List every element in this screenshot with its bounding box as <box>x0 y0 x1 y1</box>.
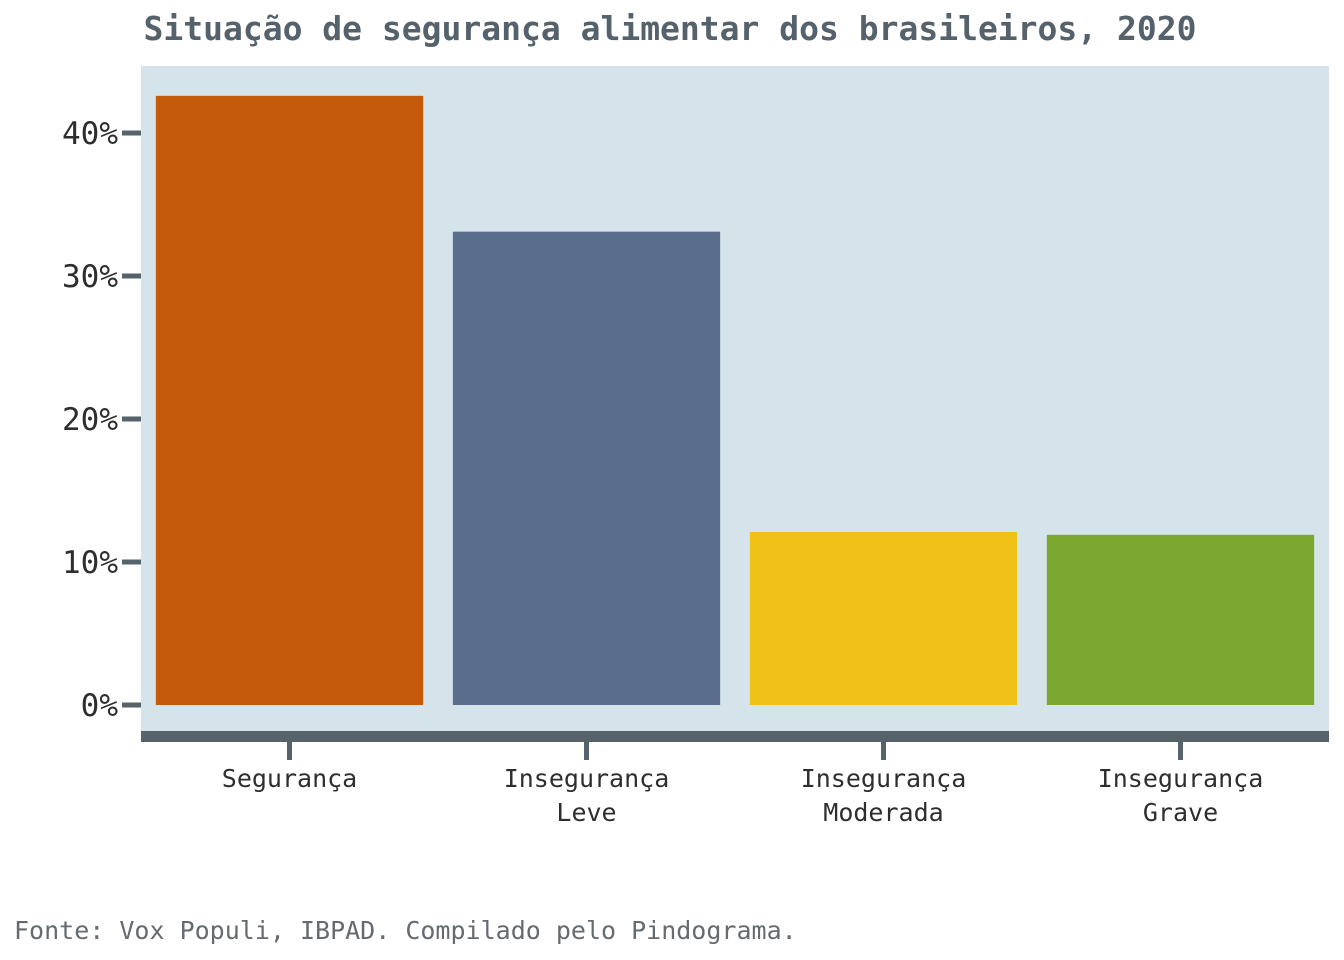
y-axis: 0% 10% 20% 30% 40% <box>62 116 141 724</box>
x-tick-label-1-line-0: Insegurança <box>504 764 670 793</box>
bar-3 <box>1046 534 1315 705</box>
y-tick-label-4: 40% <box>62 116 118 152</box>
x-tick-label-1-line-1: Leve <box>556 798 616 827</box>
bar-1 <box>452 231 721 706</box>
chart-title: Situação de segurança alimentar dos bras… <box>144 9 1197 48</box>
y-tick-label-2: 20% <box>62 402 118 438</box>
x-tick-label-2-line-1: Moderada <box>823 798 943 827</box>
y-tick-label-3: 30% <box>62 259 118 295</box>
y-tick-label-0: 0% <box>81 688 119 724</box>
x-axis-line <box>141 731 1329 742</box>
x-tick-label-3-line-0: Insegurança <box>1098 764 1264 793</box>
y-tick-label-1: 10% <box>62 545 118 581</box>
x-tick-label-3-line-1: Grave <box>1143 798 1218 827</box>
x-axis: Segurança Insegurança Leve Insegurança Moder… <box>141 731 1329 827</box>
bar-2 <box>749 531 1018 705</box>
bar-0 <box>155 95 424 705</box>
bars-group <box>155 95 1315 706</box>
source-note: Fonte: Vox Populi, IBPAD. Compilado pelo… <box>14 916 797 945</box>
x-tick-label-0: Segurança <box>222 764 357 793</box>
x-tick-label-2-line-0: Insegurança <box>801 764 967 793</box>
